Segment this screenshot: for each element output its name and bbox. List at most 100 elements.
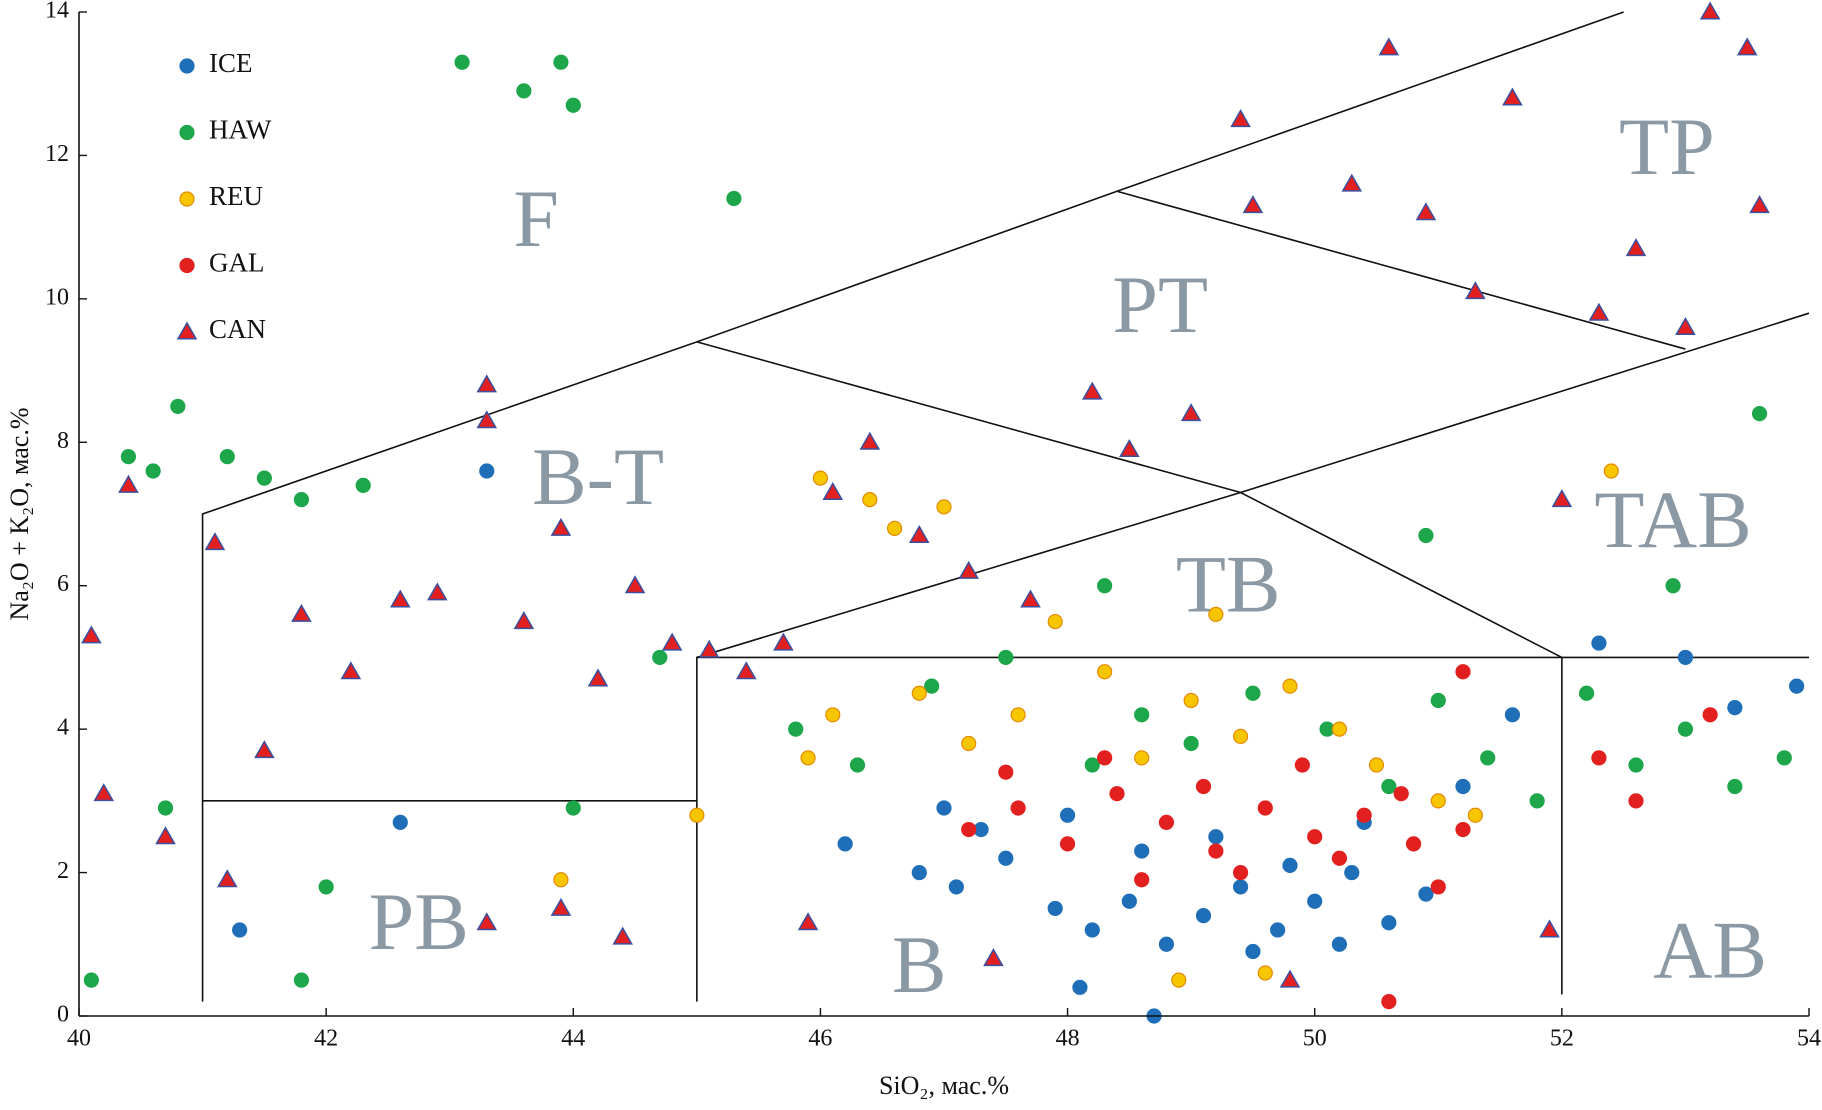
data-point	[1677, 649, 1694, 666]
data-point	[1467, 807, 1483, 823]
y-tick-label: 0	[57, 1002, 69, 1028]
data-point	[256, 470, 272, 486]
data-point	[735, 661, 757, 680]
data-point	[254, 740, 275, 759]
data-point	[983, 948, 1004, 967]
data-point	[1180, 403, 1202, 422]
data-point	[698, 639, 720, 658]
data-point	[1603, 463, 1619, 479]
data-point	[291, 603, 312, 622]
data-point	[355, 477, 371, 493]
y-tick-label: 8	[57, 428, 69, 454]
data-point	[958, 560, 980, 579]
data-point	[1415, 202, 1437, 221]
data-point	[1378, 37, 1400, 56]
x-tick-label: 46	[808, 1026, 832, 1052]
data-point	[1171, 972, 1187, 988]
data-point	[1183, 692, 1199, 709]
data-point	[157, 800, 174, 816]
data-point	[1072, 979, 1088, 995]
data-point	[1588, 302, 1610, 321]
data-point	[936, 499, 952, 515]
data-point	[1232, 864, 1249, 881]
data-point	[1331, 850, 1348, 866]
data-point	[1368, 757, 1385, 773]
data-point	[1430, 879, 1446, 895]
data-point	[908, 525, 930, 544]
region-label: F	[513, 173, 559, 264]
y-tick-label: 2	[57, 858, 69, 884]
data-point	[170, 398, 186, 415]
data-point	[1084, 922, 1100, 938]
data-point	[553, 54, 569, 70]
data-point	[1208, 829, 1224, 845]
data-point	[476, 410, 498, 429]
data-point	[565, 97, 581, 113]
legend-label: CAN	[209, 314, 266, 344]
data-point	[1242, 195, 1264, 214]
data-point	[1418, 527, 1434, 544]
series	[553, 463, 1619, 988]
data-point	[1393, 786, 1409, 802]
data-point	[1578, 685, 1595, 701]
data-point	[1047, 900, 1063, 917]
data-point	[961, 821, 977, 838]
x-tick-label: 40	[67, 1026, 91, 1052]
y-tick-label: 14	[45, 0, 69, 24]
data-point	[1381, 994, 1397, 1010]
x-tick-label: 50	[1303, 1026, 1327, 1052]
y-tick-label: 12	[45, 141, 69, 167]
data-point	[1702, 707, 1718, 723]
data-point	[1109, 786, 1125, 802]
data-point	[1405, 836, 1422, 852]
data-point	[948, 879, 964, 895]
series	[83, 54, 1792, 988]
data-point	[476, 374, 498, 393]
data-point	[155, 826, 176, 845]
data-point	[1789, 678, 1805, 694]
data-point	[1529, 793, 1545, 809]
region-label: TB	[1176, 539, 1281, 630]
data-point	[812, 470, 829, 486]
data-point	[318, 879, 334, 895]
data-point	[1097, 578, 1113, 594]
data-point	[93, 783, 115, 802]
legend-label: REU	[209, 181, 263, 211]
data-point	[1504, 707, 1521, 723]
data-point	[788, 721, 804, 737]
data-point	[1134, 707, 1150, 723]
x-tick-label: 52	[1550, 1026, 1574, 1052]
data-point	[550, 897, 572, 916]
data-point	[911, 864, 927, 881]
data-point	[1381, 915, 1397, 931]
data-point	[612, 926, 634, 945]
data-point	[886, 520, 903, 536]
data-point	[1455, 778, 1471, 795]
boundary-line	[1116, 190, 1686, 350]
data-point	[340, 661, 362, 680]
data-point	[1059, 836, 1076, 852]
data-point	[936, 800, 952, 816]
data-point	[1158, 814, 1175, 830]
series	[961, 664, 1718, 1010]
data-point	[118, 474, 139, 493]
data-point	[1480, 750, 1496, 766]
legend-marker	[179, 58, 195, 74]
legend-marker	[179, 124, 195, 141]
data-point	[1675, 317, 1696, 336]
data-point	[1455, 664, 1471, 680]
boundary-line	[201, 11, 1624, 1002]
data-point	[204, 532, 226, 551]
data-point	[1158, 936, 1175, 952]
data-point	[825, 707, 841, 723]
data-point	[624, 575, 646, 594]
data-point	[1195, 907, 1212, 924]
data-point	[1551, 489, 1573, 508]
data-point	[479, 463, 495, 479]
data-point	[911, 685, 927, 701]
data-point	[998, 649, 1014, 666]
data-point	[216, 869, 238, 888]
data-point	[1134, 872, 1150, 888]
data-point	[1699, 1, 1721, 20]
x-tick-label: 48	[1056, 1026, 1080, 1052]
